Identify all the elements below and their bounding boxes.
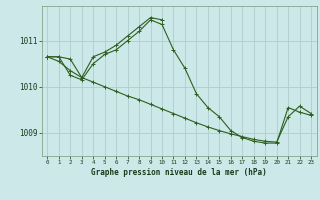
X-axis label: Graphe pression niveau de la mer (hPa): Graphe pression niveau de la mer (hPa) xyxy=(91,168,267,177)
